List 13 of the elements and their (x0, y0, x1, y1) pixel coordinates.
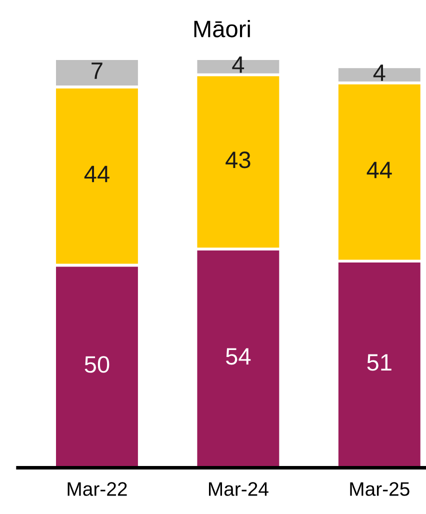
data-label: 44 (366, 162, 392, 178)
data-label: 54 (226, 348, 251, 365)
data-label: 50 (84, 356, 110, 373)
data-label: 44 (84, 166, 110, 182)
data-label: 43 (226, 152, 250, 168)
data-label: 7 (92, 62, 102, 79)
x-tick-label: Mar-25 (350, 482, 410, 496)
x-tick-label: Mar-22 (68, 482, 127, 496)
data-label: 51 (367, 354, 392, 371)
data-label: 4 (373, 64, 386, 81)
x-tick-label: Mar-24 (208, 482, 268, 496)
data-label: 4 (232, 56, 244, 73)
chart-title: Māori (194, 20, 250, 38)
